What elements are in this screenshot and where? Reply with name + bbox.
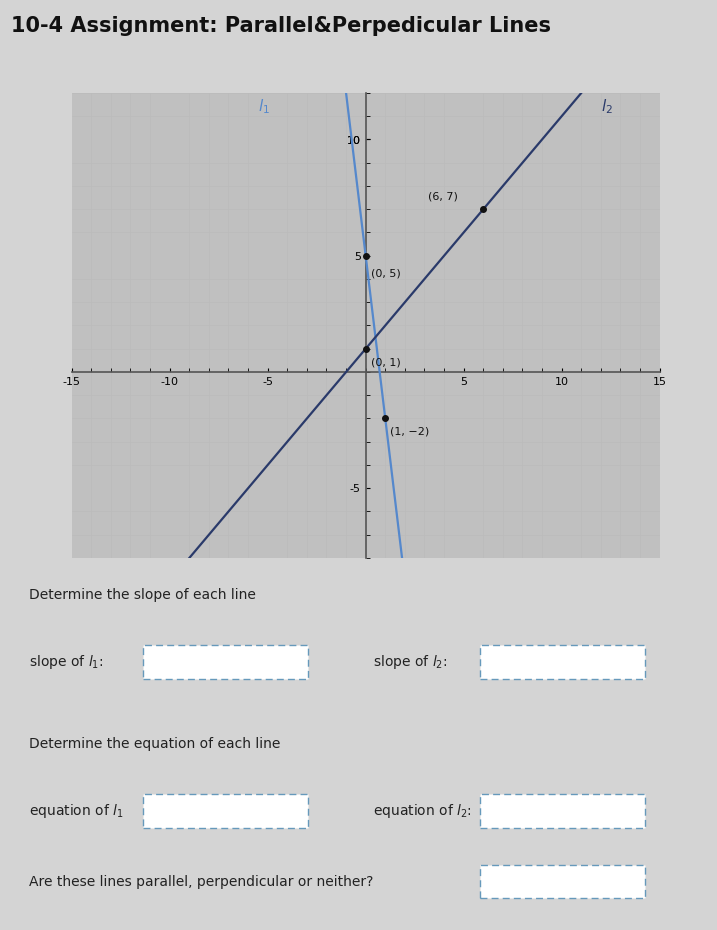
Text: slope of $l_2$:: slope of $l_2$: <box>373 653 447 671</box>
Text: Determine the equation of each line: Determine the equation of each line <box>29 737 280 751</box>
Text: Are these lines parallel, perpendicular or neither?: Are these lines parallel, perpendicular … <box>29 874 373 889</box>
Text: (6, 7): (6, 7) <box>428 192 458 202</box>
Bar <box>480 865 645 898</box>
Bar <box>143 645 308 679</box>
Bar <box>143 794 308 828</box>
Text: $l_2$: $l_2$ <box>601 98 613 116</box>
Bar <box>480 645 645 679</box>
Text: equation of $l_2$:: equation of $l_2$: <box>373 802 472 820</box>
Text: (1, −2): (1, −2) <box>390 427 429 437</box>
Bar <box>480 794 645 828</box>
Text: Determine the slope of each line: Determine the slope of each line <box>29 588 255 602</box>
Text: (0, 1): (0, 1) <box>371 357 400 367</box>
Text: (0, 5): (0, 5) <box>371 269 400 279</box>
Text: $l_1$: $l_1$ <box>258 98 270 116</box>
Text: equation of $l_1$: equation of $l_1$ <box>29 802 123 820</box>
Text: slope of $l_1$:: slope of $l_1$: <box>29 653 103 671</box>
Text: 10-4 Assignment: Parallel&Perpedicular Lines: 10-4 Assignment: Parallel&Perpedicular L… <box>11 16 551 35</box>
